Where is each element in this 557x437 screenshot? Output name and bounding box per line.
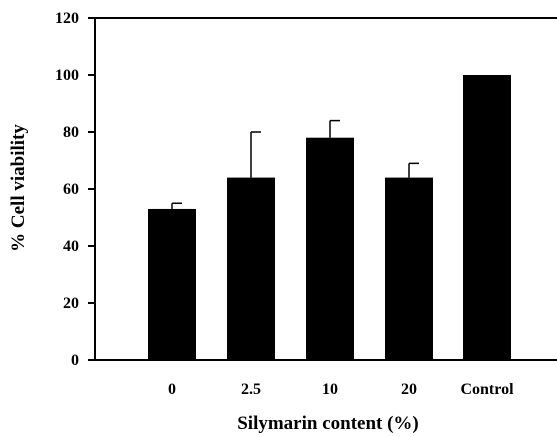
- x-axis-title: Silymarin content (%): [237, 413, 419, 434]
- x-tick-label: 0: [168, 381, 176, 398]
- y-tick-label: 0: [71, 352, 79, 369]
- y-axis-title: % Cell viability: [8, 124, 29, 252]
- bar-20: [385, 177, 433, 360]
- y-tick-label: 40: [63, 238, 79, 255]
- y-tick-label: 20: [63, 295, 79, 312]
- y-tick-label: 80: [63, 124, 79, 141]
- plot-area: 0 20 40 60 80 100 120 0 2.5 10 20 Control: [55, 10, 557, 398]
- y-tick-label: 100: [55, 67, 79, 84]
- y-tick-label: 60: [63, 181, 79, 198]
- x-tick-label: Control: [460, 381, 514, 398]
- bar-2.5: [227, 177, 275, 360]
- bar-0: [148, 208, 196, 360]
- bar-10: [306, 137, 354, 360]
- y-tick-label: 120: [55, 10, 79, 27]
- x-tick-label: 20: [401, 381, 417, 398]
- x-tick-label: 2.5: [241, 381, 261, 398]
- x-tick-label: 10: [322, 381, 338, 398]
- bar-control: [463, 75, 511, 360]
